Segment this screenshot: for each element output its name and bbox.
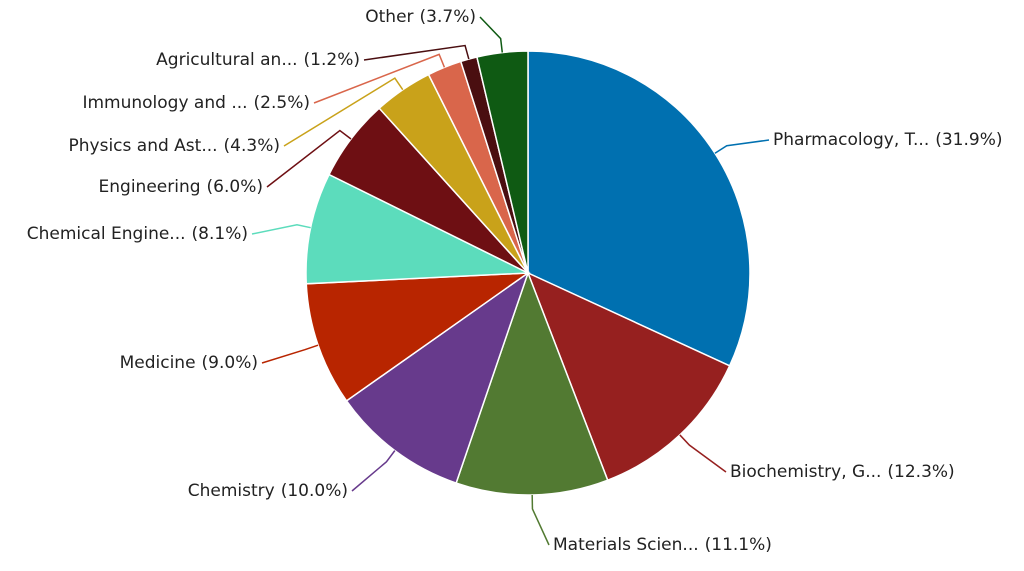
category-label: Immunology and ...: [82, 93, 247, 113]
value-label: (8.1%): [192, 224, 248, 244]
leader-line: [363, 44, 470, 61]
value-label: (31.9%): [935, 130, 1002, 150]
pie-slice: [305, 272, 531, 402]
leader-line: [479, 16, 504, 53]
leader-line: [251, 224, 311, 235]
value-label: (4.3%): [224, 136, 280, 156]
slice-label: Medicine (9.0%): [120, 353, 258, 373]
leader-line: [283, 77, 404, 147]
leader-line: [313, 53, 446, 104]
value-label: (2.5%): [254, 93, 310, 113]
slice-label: Chemistry (10.0%): [188, 481, 348, 501]
pie-slice: [476, 50, 529, 274]
leader-line: [679, 434, 727, 473]
leader-line: [531, 494, 550, 546]
category-label: Agricultural an...: [156, 50, 297, 70]
category-label: Pharmacology, T...: [773, 130, 929, 150]
value-label: (1.2%): [304, 50, 360, 70]
category-label: Medicine: [120, 353, 196, 373]
slice-label: Immunology and ... (2.5%): [82, 93, 310, 113]
slice-label: Physics and Ast... (4.3%): [69, 136, 281, 156]
value-label: (10.0%): [281, 481, 348, 501]
slice-label: Other (3.7%): [365, 7, 476, 27]
value-label: (11.1%): [705, 535, 772, 555]
value-label: (12.3%): [887, 462, 954, 482]
slice-label: Agricultural an... (1.2%): [156, 50, 360, 70]
slice-label: Biochemistry, G... (12.3%): [730, 462, 955, 482]
slice-label: Pharmacology, T... (31.9%): [773, 130, 1003, 150]
slice-label: Chemical Engine... (8.1%): [27, 224, 248, 244]
category-label: Other: [365, 7, 413, 27]
value-label: (6.0%): [207, 177, 263, 197]
value-label: (3.7%): [420, 7, 476, 27]
pie-slice: [305, 173, 531, 285]
category-label: Biochemistry, G...: [730, 462, 881, 482]
slice-label: Materials Scien... (11.1%): [553, 535, 772, 555]
pie-slice: [455, 270, 609, 496]
leader-line: [351, 450, 396, 492]
leader-line: [261, 344, 319, 364]
category-label: Engineering: [99, 177, 201, 197]
category-label: Chemistry: [188, 481, 275, 501]
pie-slice: [527, 50, 751, 367]
category-label: Chemical Engine...: [27, 224, 186, 244]
leader-line: [714, 139, 770, 154]
category-label: Materials Scien...: [553, 535, 699, 555]
leader-line: [266, 129, 352, 188]
slice-label: Engineering (6.0%): [99, 177, 263, 197]
category-label: Physics and Ast...: [69, 136, 218, 156]
value-label: (9.0%): [202, 353, 258, 373]
